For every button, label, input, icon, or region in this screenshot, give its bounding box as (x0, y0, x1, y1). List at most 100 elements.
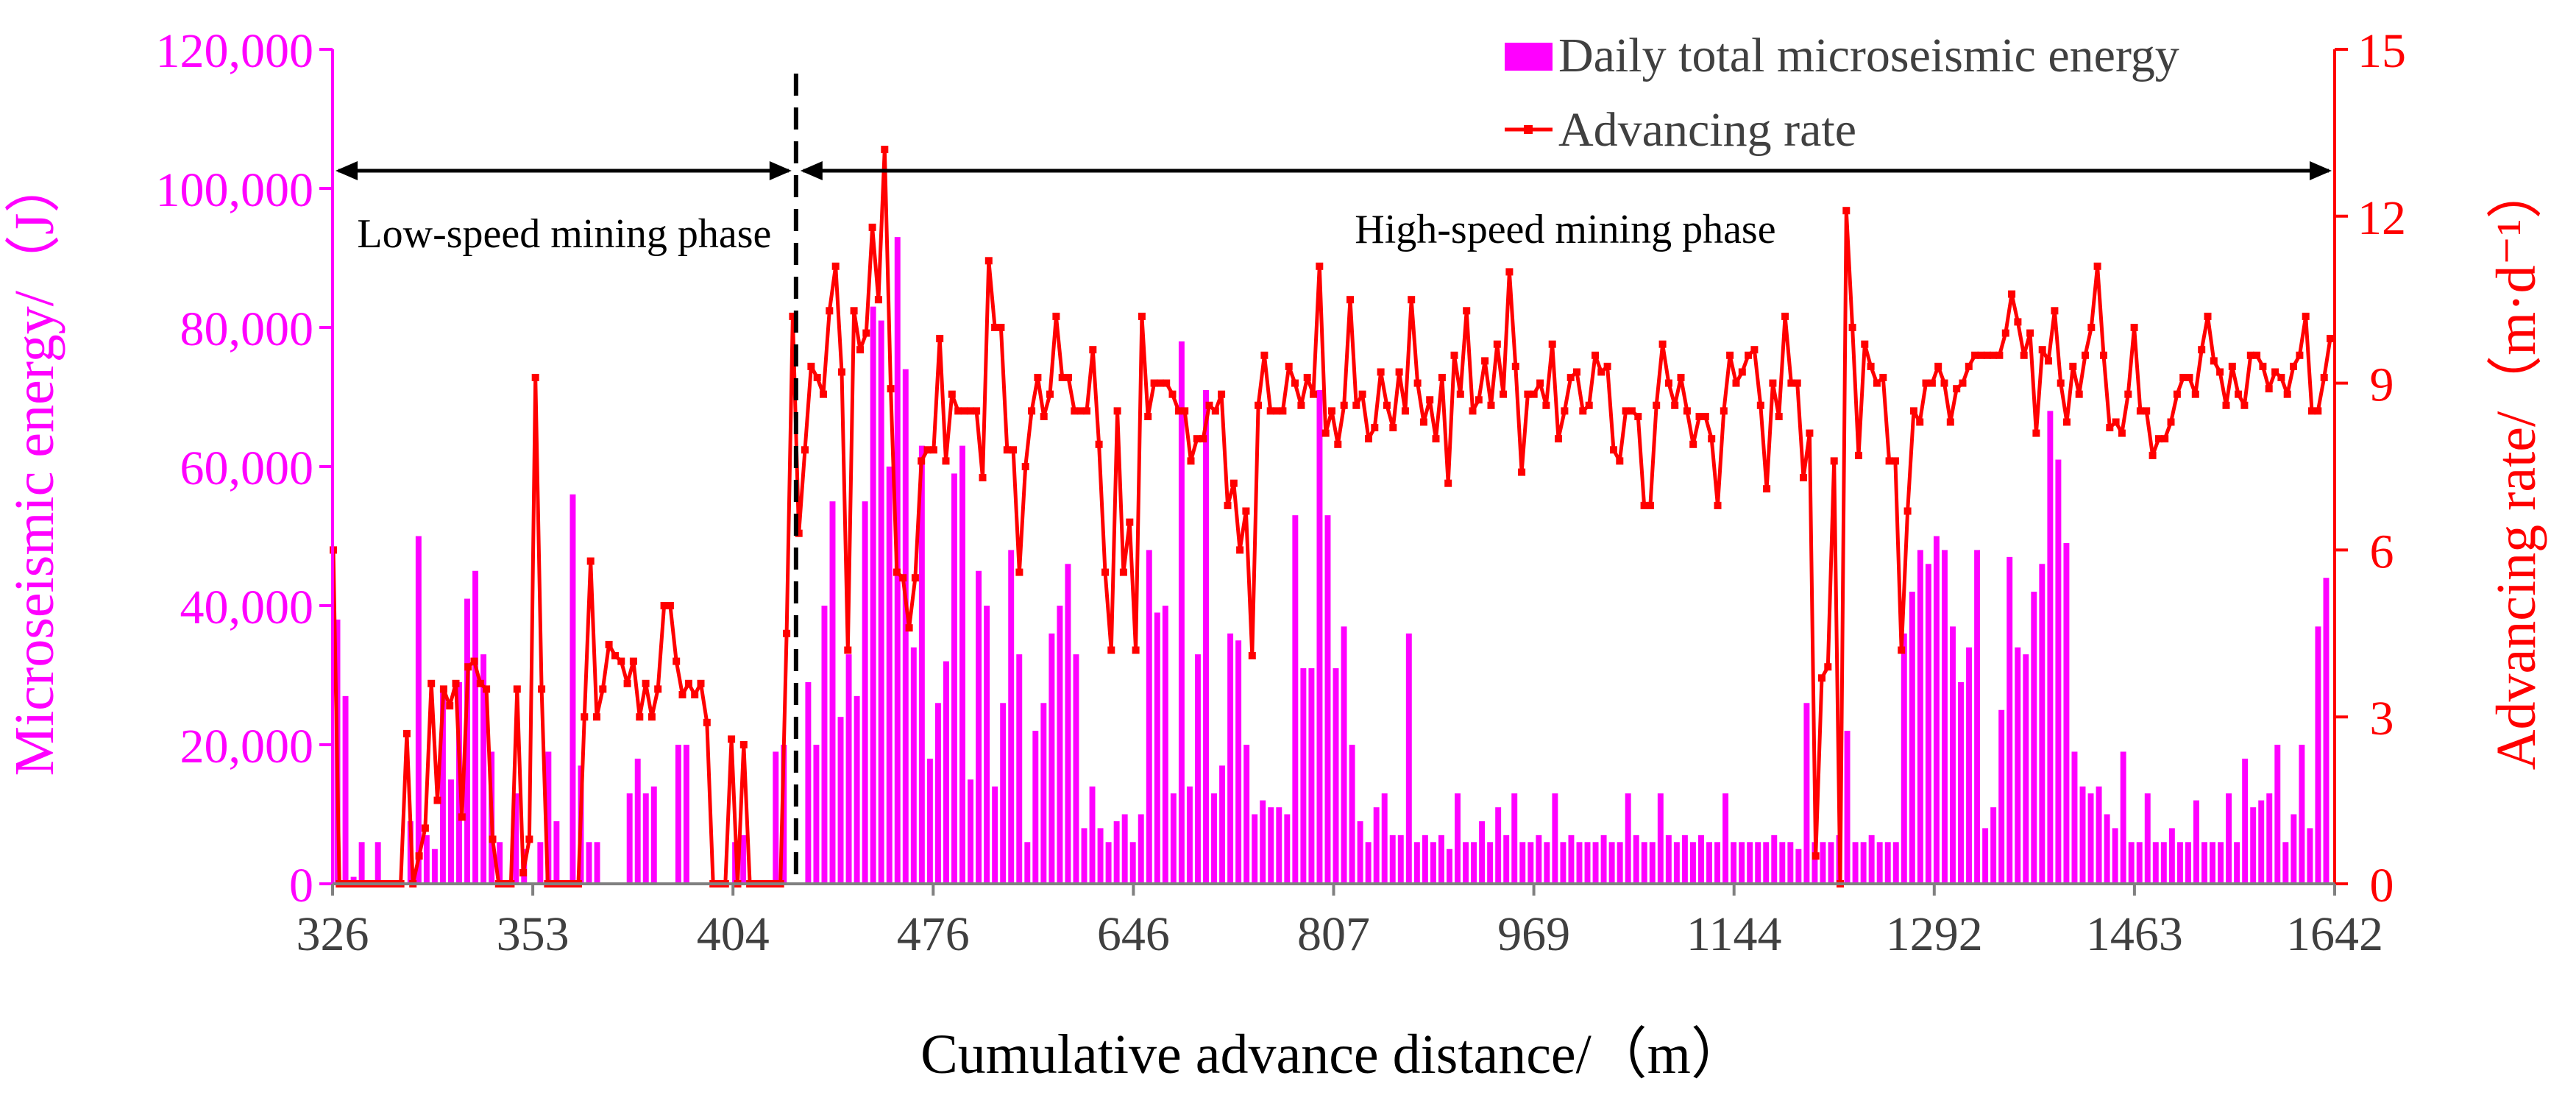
energy-bar (1333, 668, 1339, 884)
energy-bar (1689, 842, 1696, 884)
advancing-rate-marker (2014, 318, 2022, 326)
advancing-rate-marker (599, 685, 607, 693)
advancing-rate-marker (813, 374, 821, 381)
phase-annotations: Low-speed mining phase High-speed mining … (336, 74, 2332, 884)
energy-bar (2104, 814, 2110, 884)
advancing-rate-marker (2112, 418, 2120, 426)
energy-bar (1308, 668, 1315, 884)
advancing-rate-marker (1824, 663, 1832, 671)
x-tick-label: 1463 (2086, 907, 2183, 961)
advancing-rate-marker (1334, 440, 1342, 448)
advancing-rate-marker (673, 657, 681, 665)
energy-bar (650, 786, 657, 884)
energy-bar (1073, 654, 1079, 884)
advancing-rate-marker (1052, 312, 1060, 320)
energy-bar (1714, 842, 1721, 884)
energy-bar (2063, 542, 2070, 884)
energy-bar (870, 306, 876, 884)
advancing-rate-marker (1603, 362, 1611, 370)
advancing-rate-marker (1891, 457, 1899, 465)
energy-bar (634, 758, 641, 884)
energy-bar (472, 570, 479, 884)
advancing-rate-marker (1132, 646, 1140, 654)
advancing-rate-marker (1389, 424, 1397, 432)
advancing-rate-marker (2087, 324, 2096, 331)
advancing-rate-marker (1561, 407, 1569, 415)
energy-bar (1447, 848, 1452, 884)
advancing-rate-marker (728, 735, 736, 743)
advancing-rate-marker (893, 568, 901, 576)
advancing-rate-marker (2314, 407, 2322, 415)
advancing-rate-marker (1867, 362, 1875, 370)
advancing-rate-marker (1990, 351, 1998, 359)
energy-bar (1487, 842, 1494, 884)
advancing-rate-marker (519, 868, 528, 876)
energy-bar (1032, 731, 1039, 884)
advancing-rate-marker (439, 685, 447, 693)
energy-bar (553, 821, 560, 884)
advancing-rate-marker (997, 324, 1005, 331)
axis-titles: Cumulative advance distance/（m） Microseis… (4, 157, 2547, 1085)
advancing-rate-marker (2296, 351, 2304, 359)
advancing-rate-marker (1150, 379, 1158, 387)
x-tick-label: 353 (497, 907, 570, 961)
energy-bar (1933, 536, 1940, 884)
advancing-rate-marker (1279, 407, 1287, 415)
advancing-rate-marker (421, 824, 429, 832)
advancing-rate-marker (476, 679, 484, 687)
advancing-rate-marker (2179, 374, 2188, 381)
advancing-rate-marker (966, 407, 974, 415)
advancing-rate-marker (2308, 407, 2316, 415)
advancing-rate-marker (1922, 379, 1930, 387)
advancing-rate-marker (1946, 418, 1954, 426)
advancing-rate-marker (1793, 379, 1801, 387)
left-y-tick-label: 40,000 (180, 581, 314, 634)
advancing-rate-marker (636, 713, 644, 721)
advancing-rate-marker (2001, 329, 2009, 337)
advancing-rate-marker (1469, 407, 1477, 415)
energy-bar (642, 793, 649, 884)
advancing-rate-marker (2277, 374, 2285, 381)
advancing-rate-marker (2154, 435, 2162, 443)
advancing-rate-marker (1861, 340, 1869, 348)
advancing-rate-marker (2038, 346, 2046, 354)
advancing-rate-marker (1456, 390, 1464, 398)
legend-bar-swatch (1505, 43, 1553, 71)
advancing-rate-marker (1481, 357, 1489, 365)
energy-bar (358, 842, 365, 884)
advancing-rate-marker (1830, 457, 1838, 465)
energy-bar (1779, 842, 1786, 884)
energy-bar (1284, 814, 1291, 884)
energy-bar (1300, 668, 1307, 884)
x-tick-label: 807 (1297, 907, 1370, 961)
energy-bar (1747, 842, 1753, 884)
advancing-rate-marker (1083, 407, 1090, 415)
advancing-rate-marker (1579, 407, 1587, 415)
advancing-rate-marker (1971, 351, 1979, 359)
x-tick-label: 1144 (1686, 907, 1782, 961)
energy-bar (1722, 793, 1729, 884)
energy-bar (2258, 800, 2265, 884)
advancing-rate-marker (1101, 568, 1109, 576)
advancing-rate-marker (1218, 390, 1226, 398)
advancing-rate-marker (2228, 362, 2236, 370)
energy-bar (1950, 626, 1956, 884)
advancing-rate-marker (489, 835, 497, 843)
energy-bar (1422, 835, 1428, 884)
energy-bar (1373, 807, 1380, 884)
advancing-rate-marker (2057, 379, 2065, 387)
advancing-rate-marker (1745, 351, 1753, 359)
energy-bar (2315, 626, 2321, 884)
energy-bar (431, 848, 438, 884)
advancing-rate-marker (1530, 390, 1538, 398)
energy-bar (1097, 828, 1104, 884)
energy-bar (1235, 640, 1242, 884)
energy-bar (1763, 842, 1770, 884)
advancing-rate-marker (1646, 501, 1654, 509)
advancing-rate-marker (1340, 401, 1348, 409)
advancing-rate-marker (1500, 390, 1508, 398)
energy-bar (537, 842, 544, 884)
advancing-rate-marker (1548, 340, 1556, 348)
energy-bar (821, 606, 828, 884)
energy-bar (1138, 814, 1144, 884)
